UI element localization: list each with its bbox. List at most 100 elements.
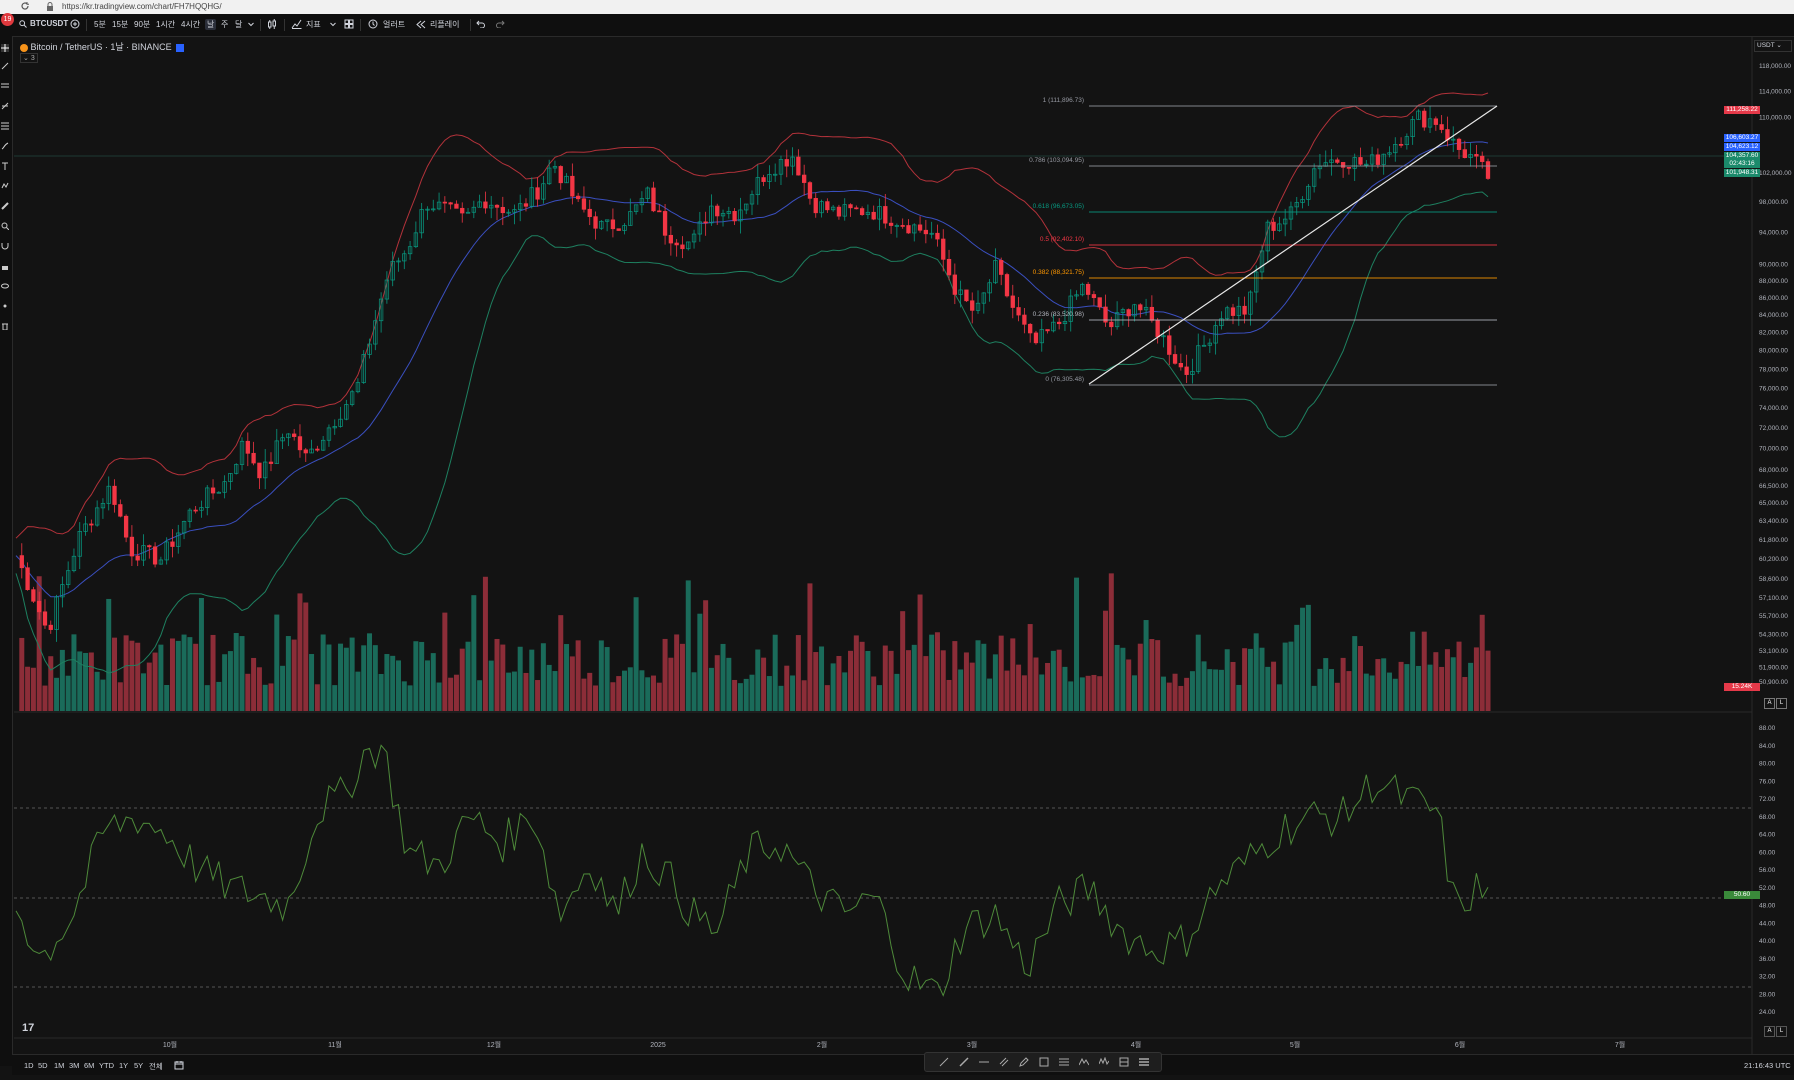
candle-body[interactable] xyxy=(1039,329,1044,344)
replay-button[interactable]: 리플레이 xyxy=(430,20,460,29)
candle-body[interactable] xyxy=(999,260,1004,275)
candle-body[interactable] xyxy=(135,555,140,561)
candle-body[interactable] xyxy=(535,187,540,200)
candle-body[interactable] xyxy=(1190,371,1195,375)
candle-body[interactable] xyxy=(1028,323,1033,334)
rectangle-icon[interactable] xyxy=(1039,1057,1049,1067)
candle-body[interactable] xyxy=(1004,274,1010,297)
candle-body[interactable] xyxy=(1033,332,1039,344)
candle-body[interactable] xyxy=(1468,154,1473,158)
candle-body[interactable] xyxy=(390,260,395,281)
candle-body[interactable] xyxy=(228,472,233,483)
forecast-icon[interactable] xyxy=(1139,1057,1149,1067)
candle-body[interactable] xyxy=(697,221,702,235)
candle-body[interactable] xyxy=(1010,295,1015,308)
candle-body[interactable] xyxy=(48,624,53,630)
candle-body[interactable] xyxy=(378,298,384,322)
pen-icon[interactable] xyxy=(1019,1057,1029,1067)
candle-type-icon[interactable] xyxy=(267,19,277,30)
candle-body[interactable] xyxy=(89,523,94,526)
candle-body[interactable] xyxy=(929,232,934,235)
candle-body[interactable] xyxy=(923,229,929,235)
candle-body[interactable] xyxy=(558,166,563,184)
magnet-tool-icon[interactable] xyxy=(1,242,9,250)
candle-body[interactable] xyxy=(883,206,888,224)
candle-body[interactable] xyxy=(639,198,645,206)
candle-body[interactable] xyxy=(1259,250,1265,273)
candle-body[interactable] xyxy=(1126,309,1131,317)
candle-body[interactable] xyxy=(344,404,349,420)
auto-scale-button[interactable]: A xyxy=(1764,698,1775,709)
ruler-tool-icon[interactable] xyxy=(1,202,9,210)
candle-body[interactable] xyxy=(604,219,610,222)
interval-1d[interactable]: 날 xyxy=(205,19,217,30)
candle-body[interactable] xyxy=(42,611,48,626)
candle-body[interactable] xyxy=(778,159,784,175)
candle-body[interactable] xyxy=(993,260,998,284)
candle-body[interactable] xyxy=(1364,163,1369,166)
candle-body[interactable] xyxy=(205,487,210,508)
candle-body[interactable] xyxy=(1375,154,1381,165)
candle-body[interactable] xyxy=(1242,305,1247,315)
candle-body[interactable] xyxy=(1016,307,1021,316)
candle-body[interactable] xyxy=(529,187,534,207)
candle-body[interactable] xyxy=(1120,309,1126,314)
candle-body[interactable] xyxy=(286,433,291,439)
candle-body[interactable] xyxy=(1080,283,1085,296)
candle-body[interactable] xyxy=(523,203,529,207)
candle-body[interactable] xyxy=(720,213,726,217)
fib-retracement-icon[interactable] xyxy=(1059,1057,1069,1067)
candle-body[interactable] xyxy=(170,541,175,547)
candle-body[interactable] xyxy=(564,175,569,184)
candle-body[interactable] xyxy=(118,504,123,517)
candle-body[interactable] xyxy=(1288,206,1294,220)
candle-body[interactable] xyxy=(66,570,71,585)
candle-body[interactable] xyxy=(668,234,674,244)
candle-body[interactable] xyxy=(152,546,158,565)
candle-body[interactable] xyxy=(1265,221,1270,252)
candle-body[interactable] xyxy=(784,159,789,167)
candle-body[interactable] xyxy=(1132,304,1137,317)
candle-body[interactable] xyxy=(1271,221,1276,231)
candle-body[interactable] xyxy=(123,515,129,538)
candle-body[interactable] xyxy=(773,173,778,176)
candle-body[interactable] xyxy=(830,206,836,211)
candle-body[interactable] xyxy=(703,221,708,224)
candle-body[interactable] xyxy=(1109,321,1114,328)
candle-body[interactable] xyxy=(367,343,372,355)
candle-body[interactable] xyxy=(251,452,256,464)
candle-body[interactable] xyxy=(1439,124,1444,130)
candle-body[interactable] xyxy=(164,541,169,561)
candle-body[interactable] xyxy=(662,211,668,236)
candle-body[interactable] xyxy=(622,225,627,231)
candle-body[interactable] xyxy=(807,182,813,199)
crosshair-tool-icon[interactable] xyxy=(1,44,9,52)
candle-body[interactable] xyxy=(332,426,337,429)
bollinger-upper-line[interactable] xyxy=(15,92,1489,539)
candle-body[interactable] xyxy=(749,194,755,205)
range-3m[interactable]: 3M xyxy=(69,1061,80,1070)
candle-body[interactable] xyxy=(187,509,193,522)
candle-body[interactable] xyxy=(755,177,760,196)
candle-body[interactable] xyxy=(796,156,801,176)
candle-body[interactable] xyxy=(1254,271,1259,293)
candle-body[interactable] xyxy=(494,204,500,208)
calendar-icon[interactable] xyxy=(174,1060,184,1070)
candle-body[interactable] xyxy=(1306,185,1311,200)
candle-body[interactable] xyxy=(77,531,82,557)
interval-1w[interactable]: 주 xyxy=(221,20,229,29)
candle-body[interactable] xyxy=(1184,366,1189,375)
candle-body[interactable] xyxy=(309,448,314,454)
candle-body[interactable] xyxy=(610,219,616,230)
range-all[interactable]: 전체 xyxy=(149,1062,163,1071)
candle-body[interactable] xyxy=(906,225,911,234)
candle-body[interactable] xyxy=(819,201,824,214)
candle-body[interactable] xyxy=(460,207,465,214)
candle-body[interactable] xyxy=(100,503,106,509)
horizontal-line-icon[interactable] xyxy=(979,1057,989,1067)
channel-icon[interactable] xyxy=(999,1057,1009,1067)
rsi-auto-scale-button[interactable]: A xyxy=(1764,1026,1775,1037)
candle-body[interactable] xyxy=(1485,161,1491,179)
chart-legend[interactable]: Bitcoin / TetherUS · 1날 · BINANCE xyxy=(20,40,184,53)
candle-body[interactable] xyxy=(1103,306,1108,323)
